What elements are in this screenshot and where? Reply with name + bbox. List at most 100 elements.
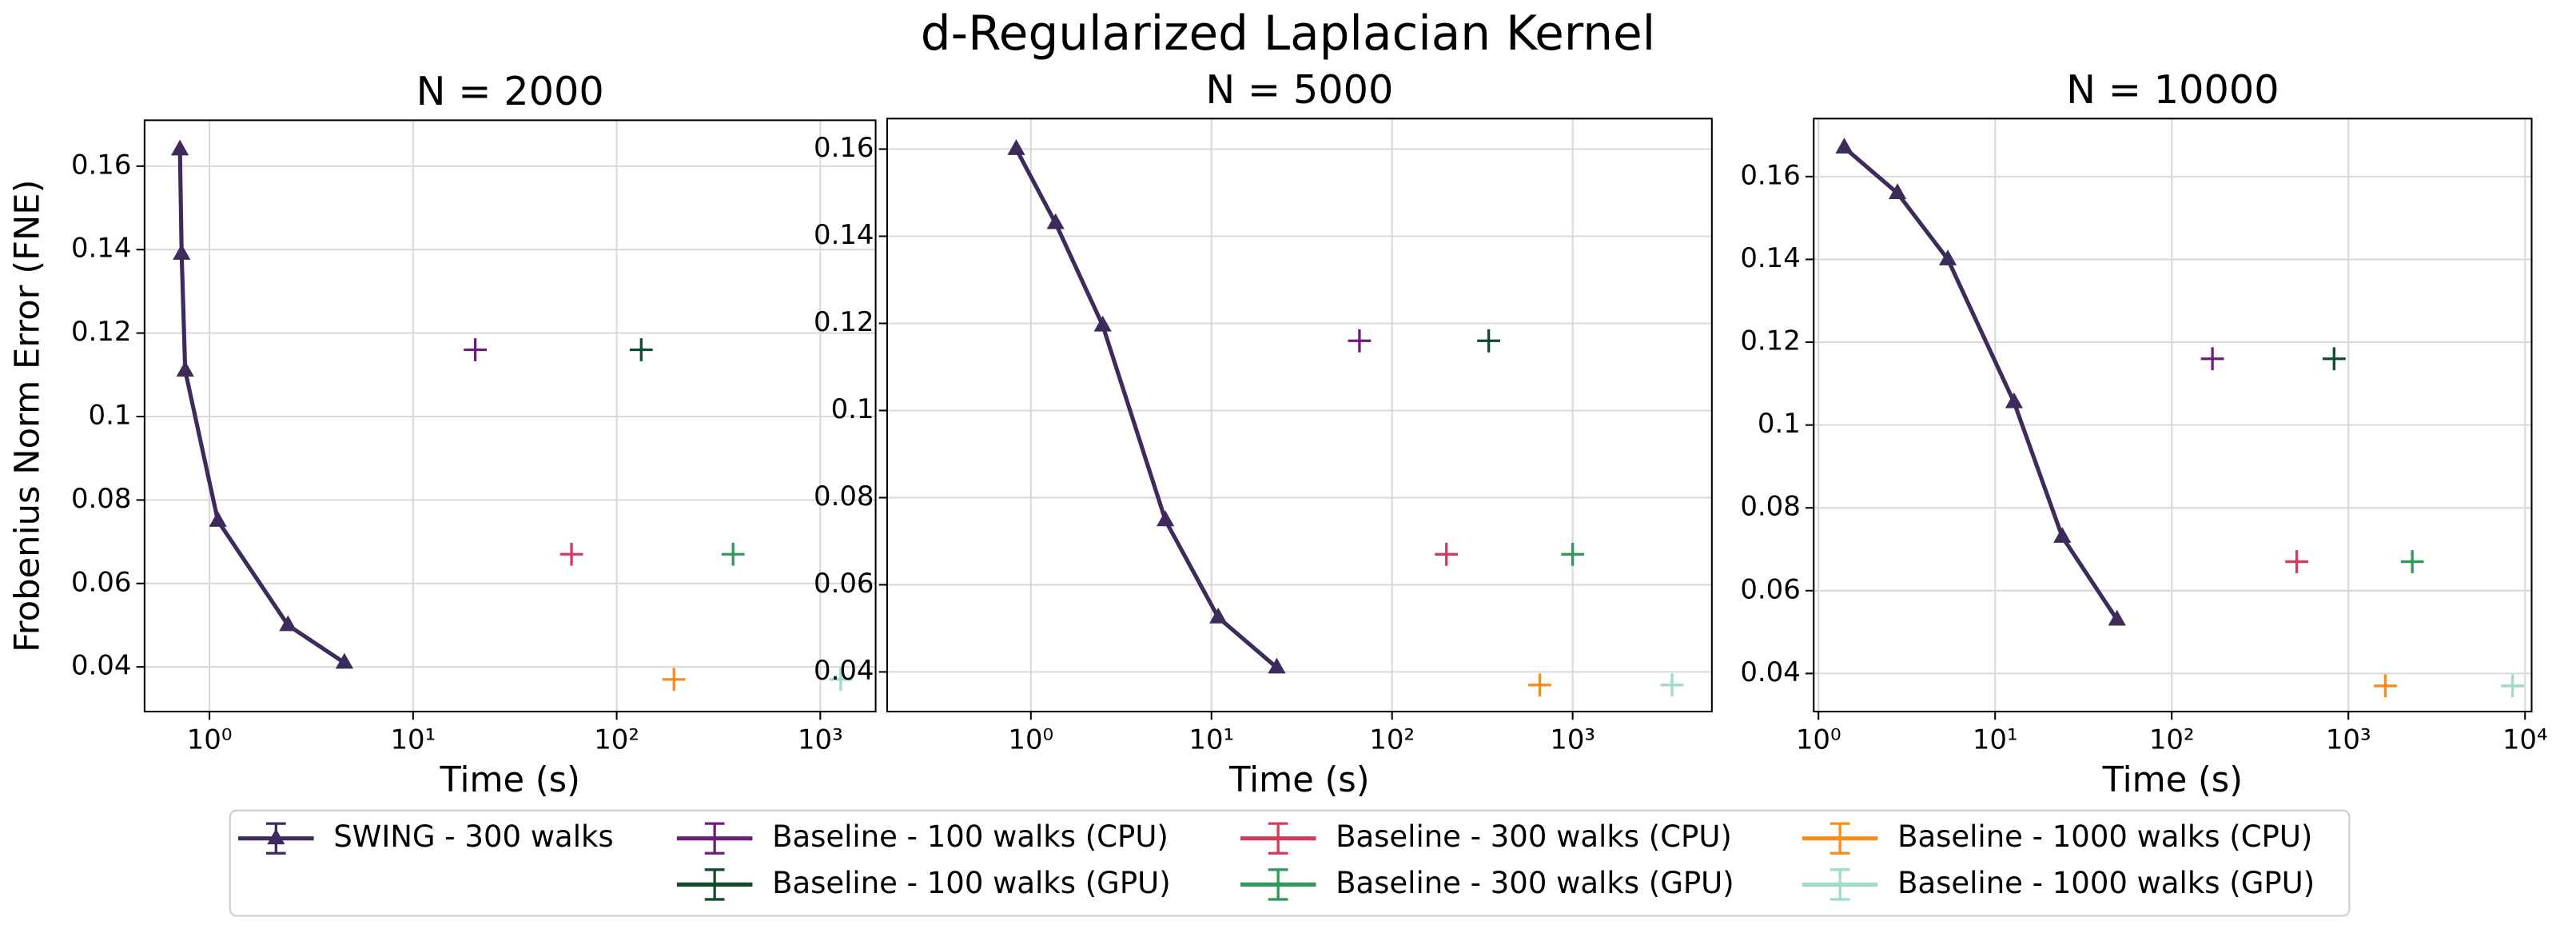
plot-frame bbox=[886, 118, 1713, 713]
x-tick-label: 10⁰ bbox=[1796, 724, 1841, 756]
point bbox=[721, 542, 745, 566]
y-tick-label: 0.16 bbox=[71, 149, 131, 181]
y-tick-label: 0.14 bbox=[71, 233, 131, 265]
legend-errorbar bbox=[1829, 822, 1850, 855]
legend-marker bbox=[267, 828, 285, 845]
y-tick-label: 0.16 bbox=[814, 132, 874, 164]
point bbox=[1938, 249, 1957, 265]
legend-label: Baseline - 100 walks (GPU) bbox=[772, 866, 1171, 900]
legend-errorbar bbox=[1268, 868, 1288, 901]
point bbox=[1007, 139, 1025, 155]
x-tick-label: 10³ bbox=[798, 724, 843, 756]
x-tick-label: 10² bbox=[1369, 724, 1415, 756]
y-tick-label: 0.16 bbox=[1740, 159, 1800, 191]
y-tick-label: 0.12 bbox=[71, 316, 131, 348]
x-tick-label: 10³ bbox=[2326, 724, 2371, 756]
point bbox=[1835, 138, 1853, 154]
x-tick-label: 10¹ bbox=[1188, 724, 1234, 756]
legend-label: Baseline - 100 walks (CPU) bbox=[772, 819, 1169, 854]
x-axis-label: Time (s) bbox=[1228, 760, 1369, 800]
x-tick-label: 10⁰ bbox=[187, 724, 233, 756]
x-tick-label: 10³ bbox=[1550, 724, 1595, 756]
y-tick-label: 0.14 bbox=[814, 219, 874, 251]
series-line bbox=[1014, 148, 1279, 669]
point bbox=[2108, 609, 2126, 626]
point bbox=[662, 668, 686, 692]
point bbox=[2374, 674, 2397, 698]
legend-label: Baseline - 300 walks (GPU) bbox=[1336, 866, 1734, 900]
point bbox=[1660, 673, 1684, 697]
point bbox=[335, 652, 354, 669]
legend-errorbar bbox=[1268, 822, 1288, 855]
point bbox=[1157, 510, 1175, 527]
point bbox=[1268, 657, 1286, 674]
y-axis-label: Frobenius Norm Error (FNE) bbox=[8, 179, 48, 652]
legend-label: Baseline - 1000 walks (GPU) bbox=[1897, 866, 2315, 900]
y-tick-label: 0.08 bbox=[71, 483, 131, 515]
legend-errorbar bbox=[704, 822, 725, 855]
y-tick-label: 0.14 bbox=[1740, 242, 1800, 274]
y-tick-label: 0.04 bbox=[814, 655, 874, 687]
point bbox=[829, 668, 853, 692]
subplot-title: N = 2000 bbox=[416, 68, 604, 114]
point bbox=[1477, 329, 1501, 353]
legend-label: SWING - 300 walks bbox=[333, 819, 613, 854]
point bbox=[1209, 607, 1228, 624]
point bbox=[2053, 527, 2072, 543]
y-tick-label: 0.06 bbox=[1740, 573, 1800, 605]
plot-frame bbox=[1813, 118, 2533, 713]
y-tick-label: 0.1 bbox=[89, 399, 132, 431]
y-tick-label: 0.08 bbox=[814, 480, 874, 512]
point bbox=[171, 139, 189, 156]
point bbox=[1348, 329, 1372, 353]
point bbox=[176, 361, 194, 377]
y-tick-label: 0.08 bbox=[1740, 491, 1800, 523]
x-tick-label: 10¹ bbox=[390, 724, 436, 756]
point bbox=[2322, 347, 2346, 371]
point bbox=[209, 511, 227, 527]
point bbox=[559, 542, 583, 566]
point bbox=[173, 244, 191, 260]
legend-errorbar bbox=[704, 868, 725, 901]
legend-label: Baseline - 300 walks (CPU) bbox=[1336, 819, 1732, 854]
y-tick-label: 0.04 bbox=[71, 650, 131, 682]
x-tick-label: 10² bbox=[2149, 724, 2195, 756]
point bbox=[1528, 673, 1551, 697]
point bbox=[2005, 392, 2023, 409]
x-tick-label: 10⁴ bbox=[2502, 724, 2548, 756]
x-tick-label: 10² bbox=[594, 724, 639, 756]
legend-label: Baseline - 1000 walks (CPU) bbox=[1897, 819, 2312, 854]
x-tick-label: 10⁰ bbox=[1008, 724, 1053, 756]
y-tick-label: 0.12 bbox=[814, 306, 874, 338]
point bbox=[1435, 542, 1459, 566]
point bbox=[464, 338, 488, 361]
point bbox=[1561, 542, 1585, 566]
point bbox=[2200, 347, 2224, 371]
x-axis-label: Time (s) bbox=[439, 760, 579, 800]
point bbox=[629, 338, 653, 361]
point bbox=[2501, 674, 2525, 698]
y-tick-label: 0.06 bbox=[814, 568, 874, 600]
y-tick-label: 0.12 bbox=[1740, 325, 1800, 357]
y-tick-label: 0.1 bbox=[831, 393, 874, 425]
y-tick-label: 0.06 bbox=[71, 566, 131, 598]
point bbox=[1046, 213, 1065, 229]
point bbox=[2285, 550, 2308, 573]
point bbox=[2400, 550, 2424, 573]
point bbox=[1093, 315, 1112, 332]
y-tick-label: 0.1 bbox=[1758, 408, 1801, 440]
series-line bbox=[177, 149, 346, 665]
x-tick-label: 10¹ bbox=[1973, 724, 2018, 756]
plot-frame bbox=[143, 119, 877, 713]
point bbox=[279, 615, 297, 632]
x-axis-label: Time (s) bbox=[2102, 760, 2243, 800]
series-line bbox=[1842, 146, 2119, 621]
subplot-title: N = 5000 bbox=[1205, 66, 1393, 113]
subplot-title: N = 10000 bbox=[2066, 66, 2279, 113]
legend-errorbar bbox=[1829, 868, 1850, 901]
y-tick-label: 0.04 bbox=[1740, 656, 1800, 688]
figure-title: d-Regularized Laplacian Kernel bbox=[921, 6, 1655, 62]
point bbox=[1888, 183, 1907, 199]
